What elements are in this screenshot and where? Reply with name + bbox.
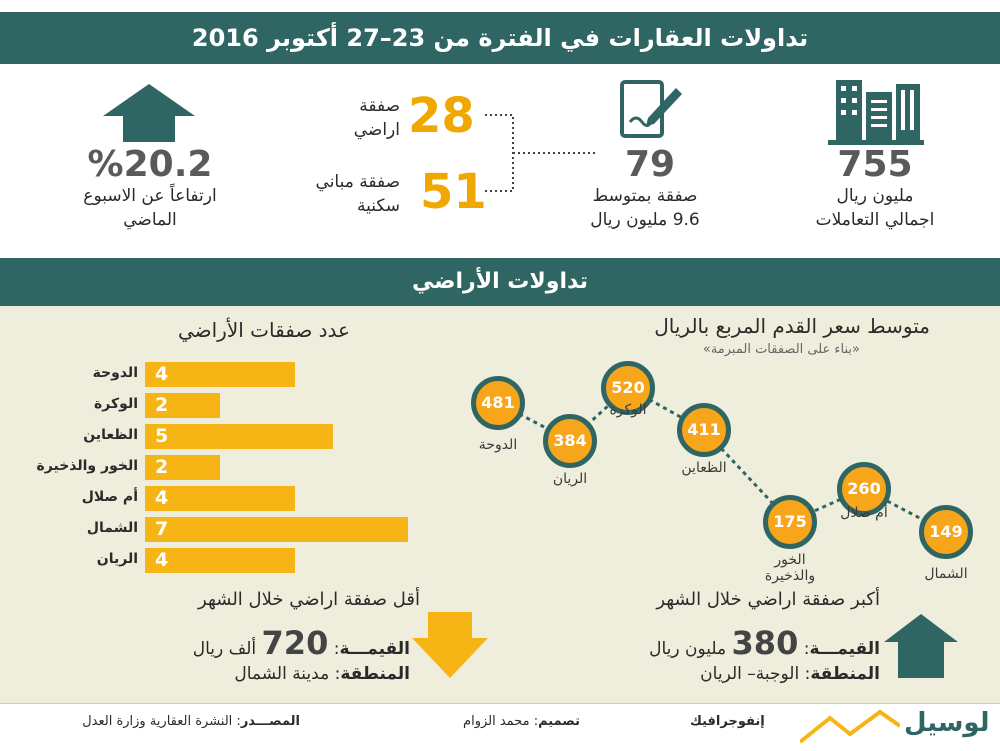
- land-deals-label-2: اراضي: [353, 120, 400, 140]
- bar-label: الدوحة: [92, 365, 138, 381]
- total-label-2: اجمالي التعاملات: [815, 210, 935, 230]
- deals-total-label-2: 9.6 مليون ريال: [590, 210, 700, 230]
- down-arrow-icon: [412, 612, 488, 678]
- land-panel: عدد صفقات الأراضي الدوحة 4 الوكرة 2 الظعاين 5…: [0, 306, 1000, 703]
- source-text: النشرة العقارية وزارة العدل: [82, 714, 233, 729]
- bar-label: الوكرة: [94, 396, 138, 412]
- brand-logo: لوسيل: [904, 708, 990, 738]
- residential-value: 51: [420, 164, 487, 220]
- data-point: 149: [919, 504, 973, 559]
- design-row: تصميم: محمد الزوام: [463, 714, 580, 729]
- change-value: %20.2: [87, 144, 213, 185]
- largest-value-label: القيمـــة: [809, 639, 880, 659]
- bar-value: 4: [155, 487, 169, 509]
- residential-label-1: صفقة مباني: [315, 172, 400, 192]
- land-deals-label-1: صفقة: [359, 96, 400, 116]
- bar: 4: [145, 548, 296, 573]
- point-label: الوكرة: [609, 401, 647, 418]
- deals-total-label-1: صفقة بمتوسط: [592, 186, 698, 206]
- buildings-icon: [828, 80, 924, 145]
- bar-value: 2: [155, 456, 169, 478]
- point-label: أم صلال: [840, 504, 888, 521]
- bar-value: 4: [155, 549, 169, 571]
- bar-label: الخور والذخيرة: [36, 458, 138, 474]
- bar-value: 5: [155, 425, 169, 447]
- section-title: تداولات الأراضي: [0, 258, 1000, 306]
- design-label: تصميم: [538, 714, 580, 729]
- point-label: الشمال: [924, 565, 968, 582]
- land-deals-value: 28: [408, 88, 475, 144]
- data-point: 260: [837, 461, 891, 516]
- bar-value: 7: [155, 518, 169, 540]
- bar: 5: [145, 424, 333, 449]
- line-chart-marks: 481 الدوحة 384 الريان 520 الوكرة 411 الظعاين 175…: [460, 360, 980, 584]
- up-arrow-icon: [103, 84, 195, 142]
- connector-lines: [485, 114, 598, 192]
- infographic-label: إنفوجرافيك: [690, 714, 765, 729]
- largest-heading: أكبر صفقة اراضي خلال الشهر: [656, 589, 880, 610]
- up-arrow-icon: [884, 614, 958, 678]
- change-label-2: الماضي: [123, 210, 177, 230]
- smallest-value: 720: [261, 624, 329, 662]
- data-point: 384: [543, 413, 597, 468]
- total-value: 755: [837, 144, 913, 185]
- largest-area-row: المنطقة: الوجبة– الريان: [700, 664, 880, 684]
- point-label: الظعاين: [681, 460, 727, 477]
- point-label: الخور والذخيرة: [764, 551, 816, 584]
- smallest-heading: أقل صفقة اراضي خلال الشهر: [198, 589, 420, 610]
- line-chart-title: متوسط سعر القدم المربع بالريال: [654, 314, 930, 338]
- bar-label: الشمال: [86, 520, 138, 536]
- smallest-value-row: القيمـــة: 720 ألف ريال: [192, 624, 410, 662]
- largest-area-label: المنطقة: [810, 664, 880, 684]
- bar: 2: [145, 455, 221, 480]
- bar-label: أم صلال: [81, 489, 138, 505]
- brand-zigzag-icon: [800, 709, 900, 744]
- bar-chart: الدوحة 4 الوكرة 2 الظعاين 5 الخور والذخيرة 2 أم …: [0, 362, 420, 582]
- largest-area: الوجبة– الريان: [700, 664, 800, 684]
- smallest-area-row: المنطقة: مدينة الشمال: [234, 664, 410, 684]
- residential-label-2: سكنية: [356, 196, 400, 216]
- data-point: 411: [677, 403, 731, 458]
- bar-chart-title: عدد صفقات الأراضي: [177, 318, 350, 342]
- source-row: المصـــدر: النشرة العقارية وزارة العدل: [82, 714, 300, 729]
- data-point: 481: [471, 375, 525, 430]
- largest-unit: مليون ريال: [649, 639, 727, 659]
- bar: 4: [145, 486, 296, 511]
- bar: 7: [145, 517, 408, 542]
- data-point: 175: [763, 494, 817, 549]
- bar: 4: [145, 362, 296, 387]
- stats-panel: %20.2 ارتفاعاً عن الاسبوع الماضي صفقة ار…: [0, 64, 1000, 258]
- page-title: تداولات العقارات في الفترة من 23–27 أكتو…: [0, 12, 1000, 64]
- smallest-area-label: المنطقة: [340, 664, 410, 684]
- smallest-area: مدينة الشمال: [234, 664, 330, 684]
- largest-value-row: القيمـــة: 380 مليون ريال: [649, 624, 880, 662]
- smallest-unit: ألف ريال: [192, 639, 257, 659]
- footer: المصـــدر: النشرة العقارية وزارة العدل ت…: [0, 703, 1000, 751]
- total-label-1: مليون ريال: [836, 186, 914, 206]
- design-text: محمد الزوام: [463, 714, 530, 729]
- bar-label: الريان: [96, 551, 138, 567]
- deals-total-value: 79: [624, 144, 676, 185]
- data-point: 520: [601, 360, 655, 415]
- smallest-value-label: القيمـــة: [339, 639, 410, 659]
- bar-value: 4: [155, 363, 169, 385]
- bar-label: الظعاين: [83, 427, 138, 443]
- source-label: المصـــدر: [240, 714, 300, 729]
- bar: 2: [145, 393, 221, 418]
- line-chart-subtitle: «بناء على الصفقات المبرمة»: [702, 342, 860, 357]
- largest-value: 380: [731, 624, 799, 662]
- point-label: الدوحة: [478, 436, 518, 453]
- change-label-1: ارتفاعاً عن الاسبوع: [83, 186, 217, 206]
- bar-value: 2: [155, 394, 169, 416]
- point-label: الريان: [552, 470, 588, 487]
- document-pen-icon: [620, 80, 682, 138]
